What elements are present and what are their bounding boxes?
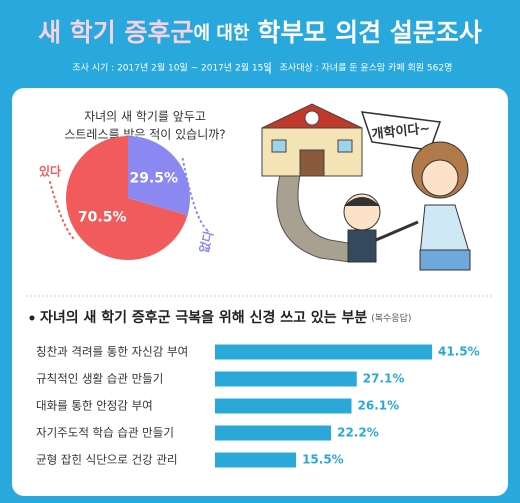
bar <box>215 344 433 360</box>
bar-value-label: 27.1% <box>363 372 405 386</box>
pie-category-label: 있다 <box>39 164 61 179</box>
pie-slice <box>65 136 188 260</box>
bar <box>215 425 332 441</box>
bar <box>215 398 352 414</box>
speech-bubble: 개학이다~ <box>371 120 431 142</box>
bar-value-label: 26.1% <box>358 399 400 413</box>
bar-chart-title: 자녀의 새 학기 증후군 극복을 위해 신경 쓰고 있는 부분 (복수응답) <box>40 309 411 326</box>
title: 새 학기 증후군에 대한 학부모 의견 설문조사 <box>38 18 482 47</box>
pie-value-label: 29.5% <box>129 171 178 187</box>
bar-value-label: 41.5% <box>438 345 480 359</box>
bar-category-label: 칭찬과 격려를 통한 자신감 부여 <box>36 345 188 359</box>
bar <box>215 371 357 387</box>
bar-category-label: 대화를 통한 안정감 부여 <box>36 399 153 413</box>
bar-category-label: 균형 잡힌 식단으로 건강 관리 <box>36 453 178 467</box>
survey-period: 조사 시기 : 2017년 2월 10일 ~ 2017년 2월 15일 <box>72 62 271 74</box>
bar-value-label: 22.2% <box>337 426 379 440</box>
leader-line <box>49 181 75 240</box>
bar-value-label: 15.5% <box>302 453 344 467</box>
pie-slice <box>128 136 190 216</box>
pie-category-label: 없다 <box>196 229 216 254</box>
pie-question: 자녀의 새 학기를 앞두고 <box>84 110 206 124</box>
leader-line <box>181 156 208 231</box>
bar-category-label: 규칙적인 생활 습관 만들기 <box>36 372 163 386</box>
bar-category-label: 자기주도적 학습 습관 만들기 <box>36 426 174 440</box>
illustration <box>261 103 471 271</box>
survey-target: 조사대상 : 자녀를 둔 윤스맘 카페 회원 562명 <box>280 63 453 74</box>
bar <box>215 452 297 468</box>
pie-value-label: 70.5% <box>78 209 127 225</box>
bullet <box>29 315 35 321</box>
pie-question: 스트레스를 받은 적이 있습니까? <box>64 128 225 142</box>
